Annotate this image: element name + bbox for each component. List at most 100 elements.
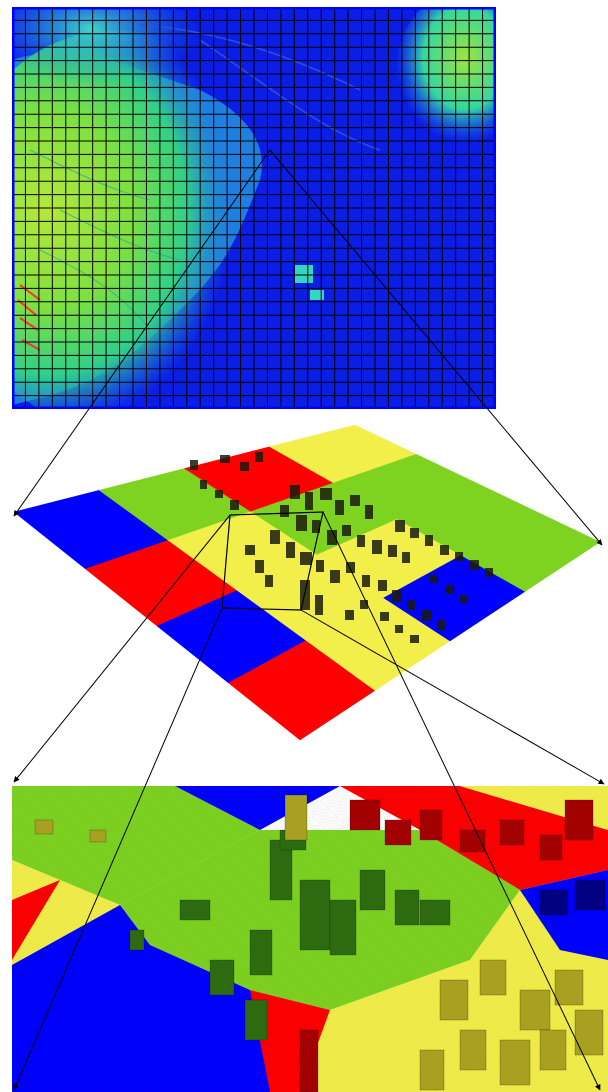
building-block — [437, 620, 445, 630]
detail-building — [419, 809, 443, 841]
elevation-map-panel — [12, 7, 496, 409]
building-block — [345, 610, 354, 620]
building-block — [300, 552, 312, 565]
building-block — [215, 490, 223, 498]
detail-building — [499, 1039, 531, 1086]
building-block — [316, 560, 324, 572]
building-block — [290, 485, 300, 499]
building-block — [395, 625, 403, 633]
detail-building — [574, 879, 606, 911]
building-block — [470, 560, 479, 570]
detail-building — [359, 869, 386, 911]
building-block — [407, 600, 415, 610]
detail-building — [419, 1049, 445, 1091]
detail-building — [499, 819, 525, 846]
detail-building — [554, 969, 584, 1006]
partitioned-terrain-panel — [13, 424, 601, 741]
building-block — [230, 500, 239, 510]
building-block — [380, 612, 389, 621]
detail-building — [419, 899, 451, 926]
building-block — [350, 495, 360, 506]
building-block — [342, 525, 351, 536]
building-block — [335, 500, 344, 515]
building-block — [378, 580, 387, 591]
building-block — [430, 575, 438, 583]
detail-building — [129, 929, 145, 951]
detail-building — [89, 829, 107, 843]
building-block — [296, 515, 307, 531]
building-block — [445, 585, 454, 594]
detail-building — [284, 794, 308, 841]
building-block — [286, 542, 295, 558]
elevation-peaks — [17, 284, 41, 351]
detail-building — [249, 929, 273, 976]
zoom-arrow-mid-right — [300, 609, 605, 785]
detail-building — [564, 799, 594, 841]
building-block — [425, 535, 433, 546]
building-block — [460, 595, 468, 603]
building-block — [372, 540, 382, 554]
detail-building — [209, 959, 235, 996]
building-block — [357, 535, 365, 547]
detail-building — [329, 899, 357, 956]
building-block — [280, 505, 289, 517]
building-block — [365, 505, 373, 519]
building-block — [300, 580, 310, 610]
building-block — [320, 488, 332, 500]
building-block — [265, 575, 273, 587]
zoom-arrow-mid-left — [13, 514, 231, 783]
building-block — [220, 455, 230, 463]
elevation-grid-lines — [12, 7, 496, 409]
detail-view-panel — [12, 786, 608, 1092]
building-block — [305, 492, 313, 510]
detail-building — [179, 899, 211, 921]
building-block — [410, 528, 419, 538]
building-block — [410, 635, 419, 643]
detail-building — [459, 829, 486, 853]
zoom-arrow-bottom-right — [322, 511, 601, 1091]
building-block — [255, 560, 264, 573]
detail-building — [34, 819, 54, 835]
detail-building — [459, 1029, 487, 1071]
building-block — [190, 460, 198, 470]
building-block — [395, 520, 405, 532]
zoom-arrow-bottom-left — [13, 607, 223, 1091]
detail-buildings — [34, 794, 606, 1092]
detail-building — [349, 799, 381, 831]
building-block — [346, 562, 355, 573]
building-block — [485, 568, 493, 577]
detail-building — [244, 999, 268, 1041]
elevation-high-west — [12, 30, 285, 409]
building-block — [255, 452, 263, 462]
building-block — [388, 545, 397, 557]
elevation-patch — [295, 265, 324, 300]
detail-building — [299, 879, 331, 951]
building-block — [440, 545, 449, 555]
building-block — [200, 480, 207, 489]
building-block — [240, 462, 249, 471]
detail-building — [519, 989, 551, 1031]
zoom-arrow-top-right — [269, 149, 603, 546]
building-block — [402, 552, 410, 563]
building-block — [245, 545, 255, 555]
detail-building — [539, 889, 569, 916]
detail-building — [539, 1029, 567, 1071]
detail-building — [394, 889, 420, 926]
detail-building — [299, 1029, 319, 1092]
detail-building — [539, 834, 563, 861]
building-block — [392, 590, 402, 602]
detail-building — [384, 819, 412, 846]
building-block — [270, 530, 280, 544]
building-block — [327, 530, 337, 545]
building-block — [315, 595, 323, 615]
building-block — [360, 600, 368, 609]
building-block — [312, 520, 320, 533]
detail-building — [479, 959, 507, 996]
zoom-connectors — [13, 149, 605, 1091]
building-block — [330, 570, 340, 583]
detail-building — [574, 1009, 604, 1056]
detail-building — [439, 979, 469, 1021]
building-block — [455, 552, 463, 561]
city-buildings — [190, 452, 493, 643]
